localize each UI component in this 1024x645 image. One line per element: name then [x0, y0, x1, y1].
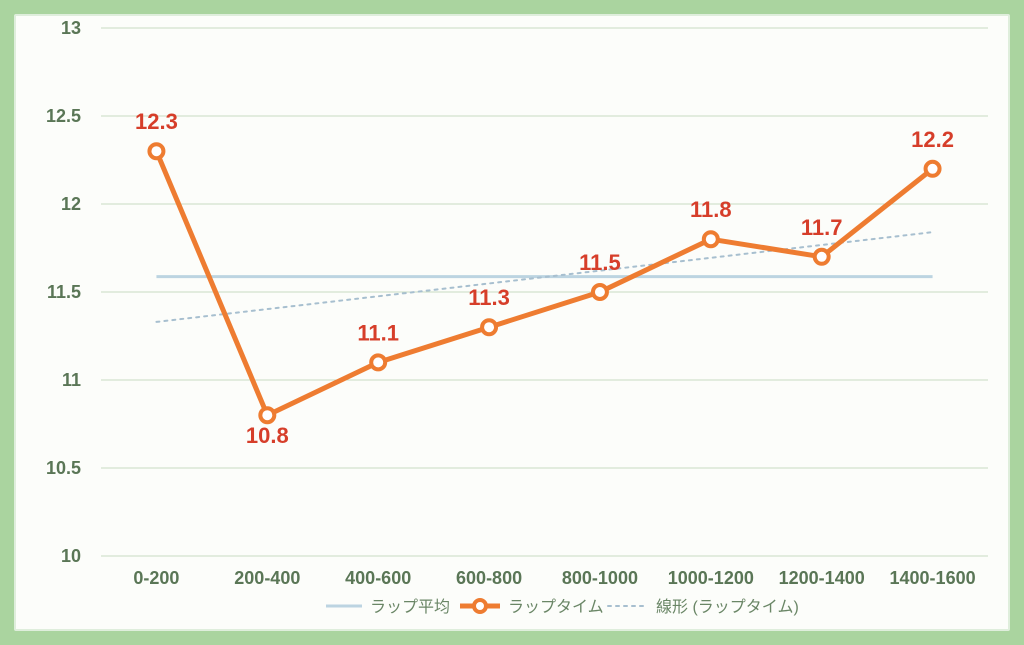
y-tick-label: 10.5: [46, 458, 81, 478]
series-lap-time-marker: [371, 355, 385, 369]
legend-label-trend: 線形 (ラップタイム): [656, 598, 799, 616]
y-tick-label: 10: [61, 546, 81, 566]
series-lap-time-data-label: 11.8: [690, 197, 732, 222]
series-lap-time-data-label: 11.5: [579, 250, 621, 275]
series-lap-time-data-label: 12.2: [911, 127, 954, 152]
series-lap-time-marker: [482, 320, 496, 334]
series-lap-time-data-label: 11.1: [357, 320, 399, 345]
chart-outer-frame: 10 10.5 11 11.5 12 12.5 13 0-200 200-400 400-600 6…: [0, 0, 1024, 645]
x-tick-label: 600-800: [456, 568, 522, 588]
y-tick-label: 13: [61, 18, 81, 38]
y-tick-label: 12: [61, 194, 81, 214]
x-tick-label: 1000-1200: [668, 568, 754, 588]
chart-inner-panel: 10 10.5 11 11.5 12 12.5 13 0-200 200-400 400-600 6…: [14, 14, 1010, 631]
x-tick-label: 200-400: [234, 568, 300, 588]
x-tick-label: 1200-1400: [779, 568, 865, 588]
series-lap-time-data-label: 11.3: [468, 285, 510, 310]
series-lap-time-line: [156, 151, 932, 415]
y-tick-label: 11: [62, 370, 81, 390]
series-lap-time-marker: [815, 250, 829, 264]
y-tick-label: 12.5: [46, 106, 81, 126]
legend-swatch-laptime-marker: [474, 600, 486, 612]
legend-label-average: ラップ平均: [370, 598, 450, 616]
series-lap-time-data-label: 12.3: [135, 109, 178, 134]
legend-label-laptime: ラップタイム: [508, 598, 604, 616]
x-tick-label: 800-1000: [562, 568, 638, 588]
series-lap-time-marker: [260, 408, 274, 422]
series-lap-time-marker: [926, 162, 940, 176]
x-tick-label: 0-200: [133, 568, 179, 588]
y-tick-label: 11.5: [47, 282, 81, 302]
series-lap-time-marker: [149, 144, 163, 158]
series-lap-time-data-label: 11.7: [801, 215, 843, 240]
series-lap-time-marker: [704, 232, 718, 246]
x-tick-label: 400-600: [345, 568, 411, 588]
series-lap-time-data-label: 10.8: [246, 423, 289, 448]
lap-time-chart: 10 10.5 11 11.5 12 12.5 13 0-200 200-400 400-600 6…: [16, 16, 1008, 629]
x-tick-label: 1400-1600: [890, 568, 976, 588]
series-lap-time-marker: [593, 285, 607, 299]
